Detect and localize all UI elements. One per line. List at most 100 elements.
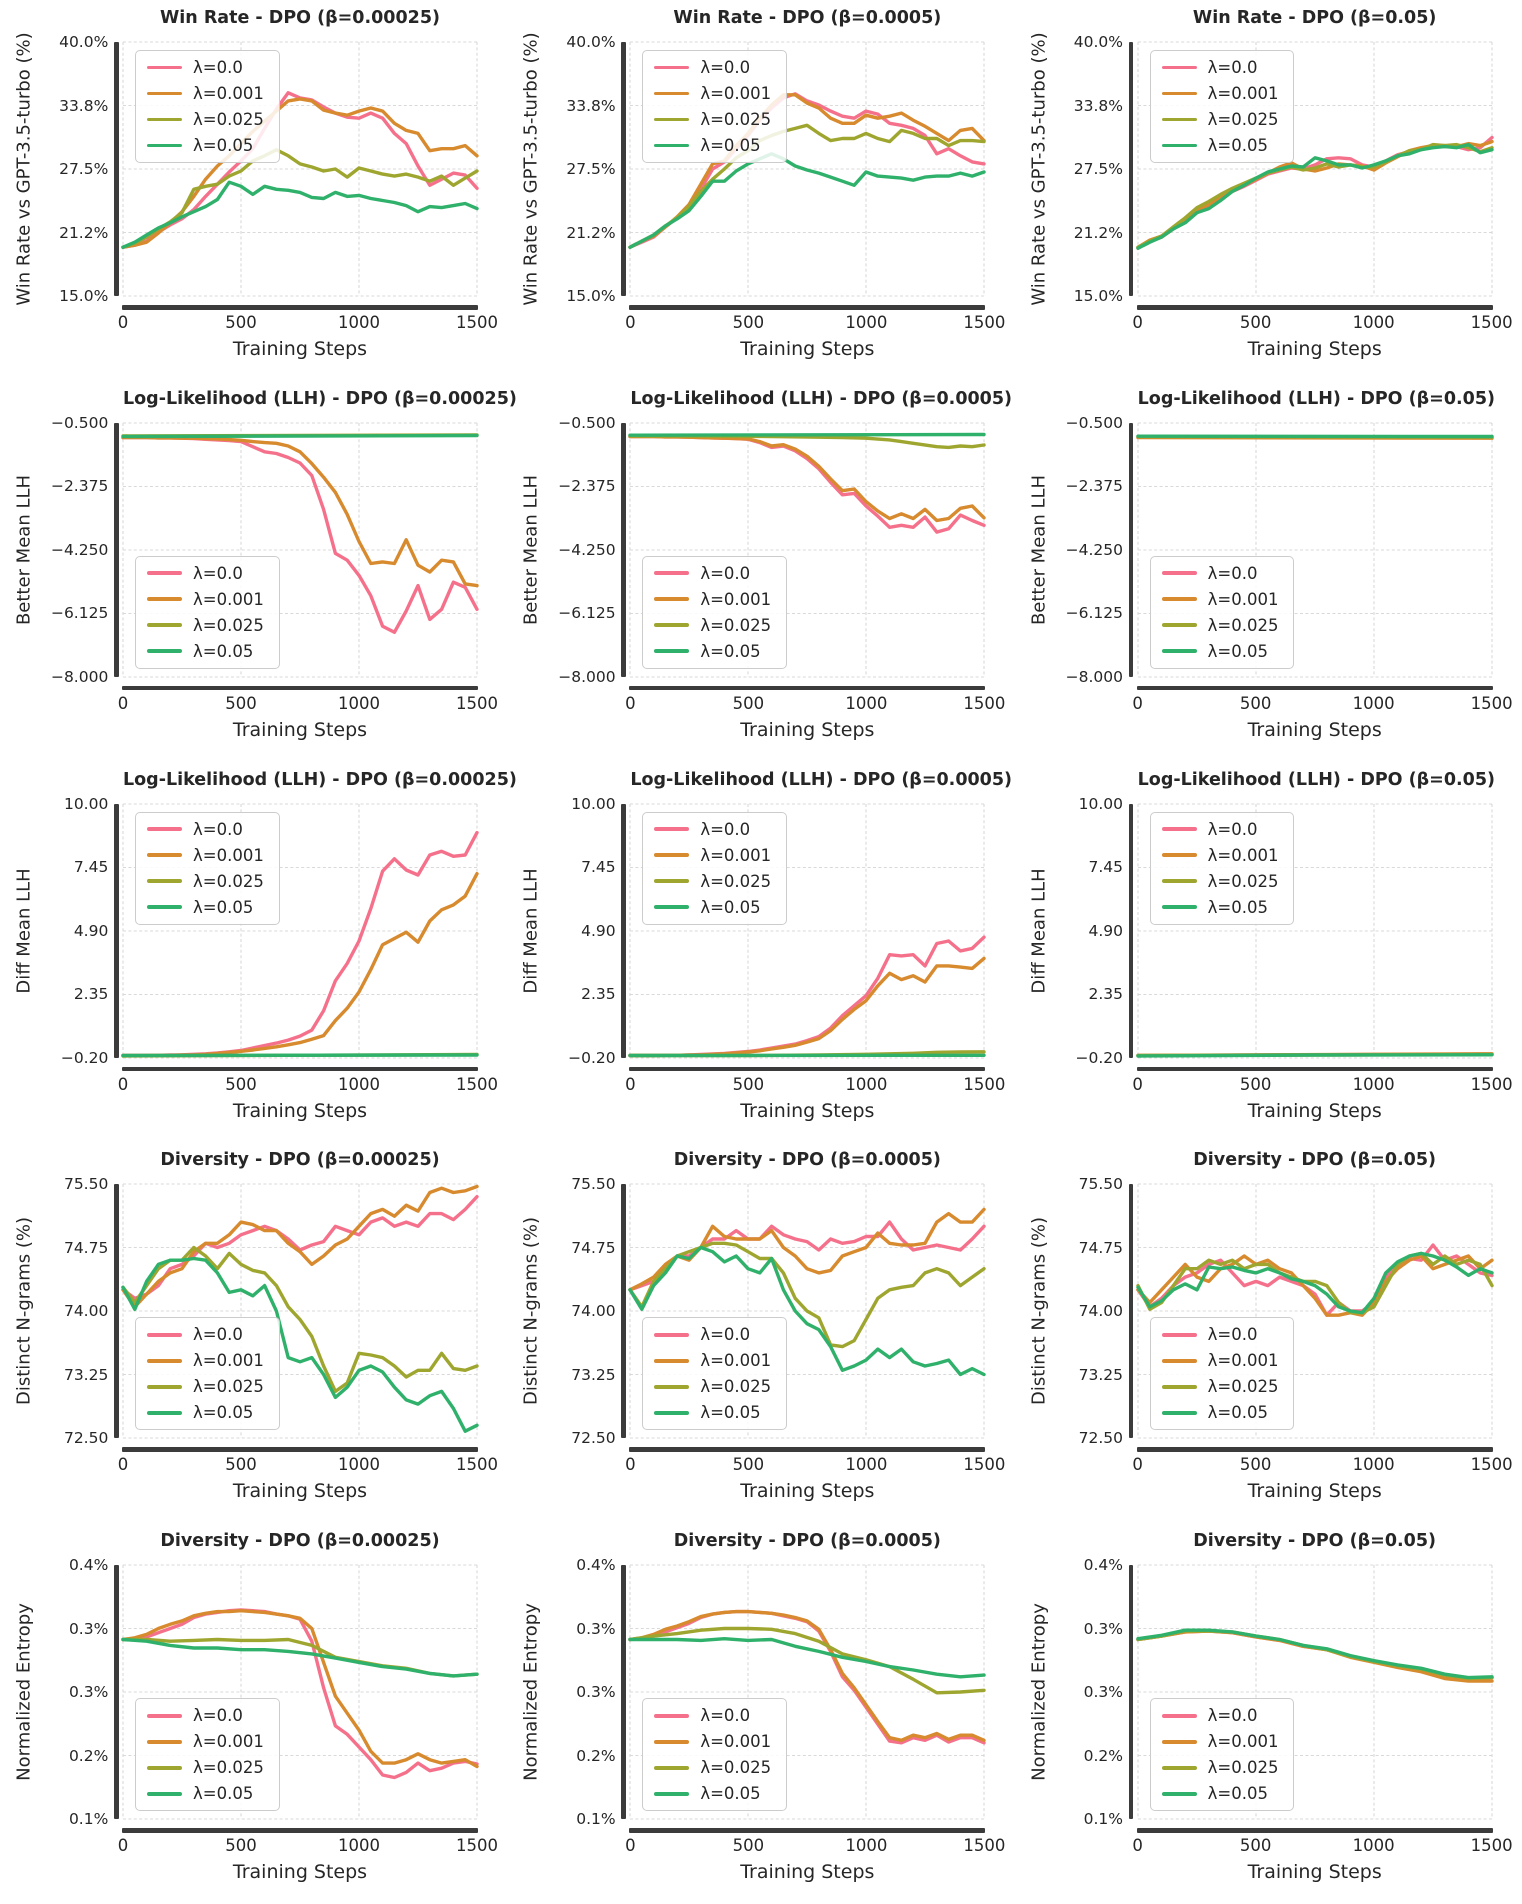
chart-title: Log-Likelihood (LLH) - DPO (β=0.00025) [123, 769, 517, 790]
legend: λ=0.0 λ=0.001 λ=0.025 λ=0.05 [642, 1317, 788, 1431]
line-swatch-icon [147, 1713, 182, 1718]
x-tick-label: 0 [625, 313, 636, 332]
plot-area: λ=0.0 λ=0.001 λ=0.025 λ=0.05 [121, 1564, 479, 1820]
y-axis-label: Normalized Entropy [1028, 1603, 1050, 1782]
legend: λ=0.0 λ=0.001 λ=0.025 λ=0.05 [135, 50, 280, 163]
line-swatch-icon [1161, 143, 1197, 148]
y-tick-label: 75.50 [1078, 1175, 1123, 1194]
y-tick-label: 10.00 [1078, 794, 1123, 813]
y-tick-label: −0.20 [60, 1048, 109, 1067]
legend-item-label: λ=0.025 [1207, 615, 1279, 635]
y-axis-spine [621, 422, 626, 677]
legend-item-label: λ=0.001 [1207, 845, 1279, 865]
legend-item-label: λ=0.001 [193, 589, 264, 609]
x-tick-label: 0 [117, 1074, 129, 1094]
subplot: Win Rate - DPO (β=0.0005) Win Rate vs GP… [507, 0, 1014, 381]
plot-canvas [628, 41, 987, 297]
line-swatch-icon [147, 117, 182, 122]
line-swatch-icon [654, 1765, 690, 1770]
x-tick-label: 1500 [963, 1074, 1006, 1094]
y-axis-label: Win Rate vs GPT-3.5-turbo (%) [1028, 32, 1050, 306]
y-axis-label: Win Rate vs GPT-3.5-turbo (%) [520, 32, 542, 306]
y-tick-label: 15.0% [59, 287, 109, 305]
x-tick-label: 500 [225, 1836, 257, 1856]
y-tick-label: 0.3% [68, 1683, 109, 1702]
plot-area: λ=0.0 λ=0.001 λ=0.025 λ=0.05 [121, 803, 479, 1059]
x-axis-label: Training Steps [740, 718, 875, 741]
x-tick-label: 500 [1239, 1455, 1272, 1475]
x-tick-label: 1000 [845, 1455, 888, 1475]
x-axis-label: Training Steps [232, 718, 368, 741]
x-tick-label: 1500 [1470, 1455, 1513, 1475]
y-tick-label: 0.2% [68, 1746, 109, 1765]
legend-item-label: λ=0.0 [1207, 1325, 1258, 1345]
legend-item-label: λ=0.001 [193, 845, 264, 865]
y-tick-label: −6.125 [1065, 604, 1123, 623]
line-swatch-icon [654, 117, 690, 122]
x-tick-label: 1500 [1470, 313, 1513, 332]
y-tick-label: −6.125 [558, 604, 616, 623]
chart-title: Diversity - DPO (β=0.00025) [160, 1531, 440, 1552]
y-tick-label: 73.25 [63, 1365, 109, 1384]
y-axis-label: Diff Mean LLH [520, 867, 542, 994]
legend-item: λ=0.0 [147, 1706, 264, 1725]
y-tick-label: 72.50 [571, 1429, 616, 1448]
legend-item-label: λ=0.05 [193, 641, 254, 661]
legend-item-label: λ=0.05 [700, 136, 761, 155]
line-swatch-icon [1161, 623, 1197, 628]
x-tick-label: 0 [1132, 1074, 1143, 1094]
line-swatch-icon [147, 1739, 182, 1744]
legend-item: λ=0.025 [1161, 110, 1278, 129]
legend-item-label: λ=0.05 [193, 1403, 254, 1423]
legend-item-label: λ=0.0 [1207, 819, 1258, 839]
y-tick-label: 7.45 [1088, 858, 1123, 877]
legend-item: λ=0.025 [147, 1377, 264, 1396]
line-swatch-icon [147, 143, 182, 148]
legend-item: λ=0.0 [654, 564, 771, 583]
y-tick-label: 33.8% [59, 96, 109, 115]
line-swatch-icon [1161, 597, 1197, 602]
chart-title: Diversity - DPO (β=0.05) [1193, 1531, 1437, 1552]
legend-item: λ=0.001 [654, 84, 771, 103]
legend-item-label: λ=0.001 [700, 589, 772, 609]
legend-item-label: λ=0.025 [193, 871, 264, 891]
legend: λ=0.0 λ=0.001 λ=0.025 λ=0.05 [1149, 50, 1295, 163]
x-tick-label: 1000 [845, 1836, 888, 1856]
legend-item-label: λ=0.025 [700, 1758, 772, 1778]
y-axis-spine [621, 803, 626, 1058]
line-swatch-icon [654, 827, 690, 831]
y-tick-label: 27.5% [59, 160, 109, 178]
legend-item: λ=0.001 [147, 846, 264, 865]
y-axis-label: Distinct N-grams (%) [13, 1217, 35, 1406]
legend-item: λ=0.05 [147, 898, 264, 917]
y-tick-label: 74.75 [1078, 1238, 1123, 1257]
x-axis-label: Training Steps [1247, 1861, 1382, 1884]
legend: λ=0.0 λ=0.001 λ=0.025 λ=0.05 [642, 555, 788, 669]
legend: λ=0.0 λ=0.001 λ=0.025 λ=0.05 [135, 1317, 280, 1431]
line-swatch-icon [147, 1765, 182, 1770]
line-swatch-icon [1161, 1410, 1197, 1415]
legend-item: λ=0.05 [147, 1784, 264, 1803]
plot-area: λ=0.0 λ=0.001 λ=0.025 λ=0.05 [1135, 1564, 1494, 1820]
legend-item-label: λ=0.05 [700, 1784, 761, 1804]
y-tick-label: 73.25 [571, 1365, 616, 1384]
subplot: Log-Likelihood (LLH) - DPO (β=0.00025) B… [0, 381, 517, 762]
x-tick-label: 1500 [456, 1074, 498, 1094]
y-axis-spine [114, 1565, 119, 1820]
legend-item: λ=0.025 [147, 872, 264, 891]
y-tick-label: −0.500 [50, 413, 109, 432]
chart-title: Log-Likelihood (LLH) - DPO (β=0.0005) [630, 388, 1013, 409]
legend-item: λ=0.05 [1161, 1784, 1279, 1803]
legend-item: λ=0.0 [147, 820, 264, 839]
legend-item: λ=0.0 [147, 564, 264, 583]
legend-item: λ=0.025 [147, 110, 264, 129]
legend-item-label: λ=0.025 [1207, 1758, 1279, 1778]
legend-item: λ=0.0 [1161, 564, 1279, 583]
x-axis-label: Training Steps [740, 338, 875, 360]
legend: λ=0.0 λ=0.001 λ=0.025 λ=0.05 [1149, 555, 1295, 669]
y-tick-label: −8.000 [1065, 667, 1123, 686]
line-swatch-icon [147, 623, 182, 628]
legend: λ=0.0 λ=0.001 λ=0.025 λ=0.05 [135, 1698, 280, 1812]
y-tick-label: 4.90 [1088, 921, 1123, 940]
x-tick-label: 1500 [1470, 693, 1513, 713]
